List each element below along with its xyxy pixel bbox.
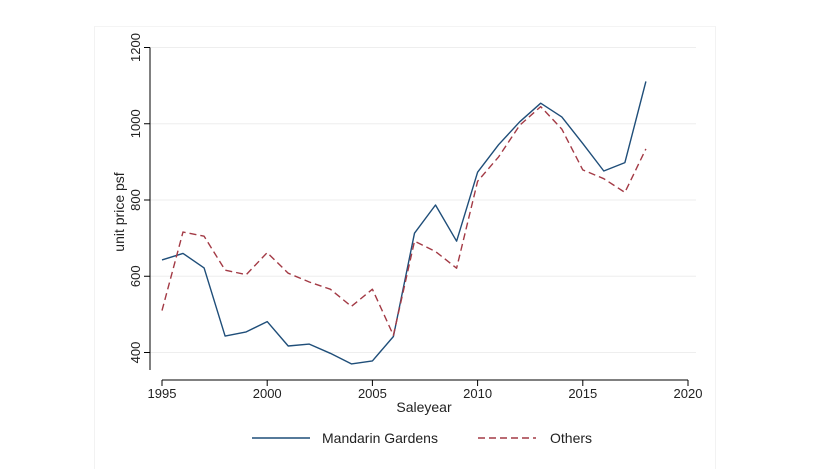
y-tick-label-800: 800 <box>128 189 143 211</box>
legend: Mandarin Gardens Others <box>252 430 592 446</box>
legend-label-0: Mandarin Gardens <box>322 430 438 446</box>
y-tick-label-600: 600 <box>128 265 143 287</box>
series-line-1 <box>161 105 647 336</box>
x-tick-label-2000: 2000 <box>253 386 282 401</box>
x-tick-label-2015: 2015 <box>568 386 597 401</box>
axes: 400 600 800 1000 1200 1995 2000 2005 2010 2015 202… <box>128 33 702 401</box>
y-tick-label-400: 400 <box>128 342 143 364</box>
chart-frame <box>94 26 716 469</box>
y-tick-label-1000: 1000 <box>128 109 143 138</box>
x-tick-label-2005: 2005 <box>358 386 387 401</box>
x-axis-label: Saleyear <box>396 399 452 415</box>
series-group <box>161 81 647 365</box>
y-tick-label-1200: 1200 <box>128 33 143 62</box>
x-tick-label-2020: 2020 <box>674 386 703 401</box>
series-line-0 <box>161 81 647 365</box>
grid-lines <box>150 47 696 353</box>
x-tick-label-1995: 1995 <box>148 386 177 401</box>
legend-label-1: Others <box>550 430 592 446</box>
y-axis-label: unit price psf <box>111 172 127 251</box>
x-tick-label-2010: 2010 <box>463 386 492 401</box>
